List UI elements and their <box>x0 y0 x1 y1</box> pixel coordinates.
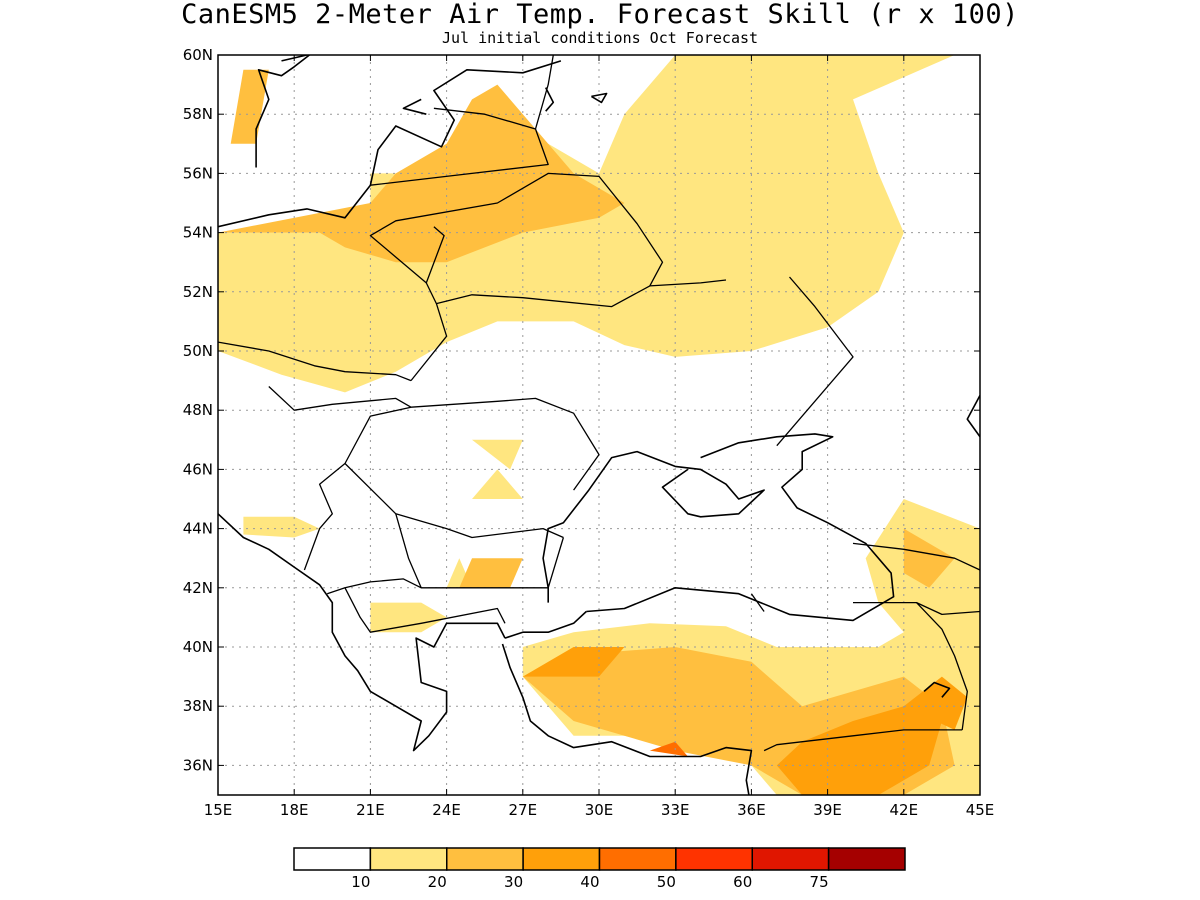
colorbar-label: 60 <box>733 873 752 891</box>
coastline <box>218 60 562 228</box>
lat-tick-label: 54N <box>183 224 213 242</box>
country-border <box>344 587 506 633</box>
colorbar-swatch <box>446 847 524 871</box>
skill-region <box>522 647 625 677</box>
colorbar-swatch <box>293 847 372 871</box>
colorbar-swatch <box>598 847 677 871</box>
lon-tick-label: 18E <box>280 801 309 819</box>
coastline <box>218 513 506 752</box>
coastlines-layer <box>218 55 980 795</box>
country-border <box>776 276 854 447</box>
skill-region <box>459 558 523 588</box>
colorbar-label: 40 <box>580 873 599 891</box>
lat-tick-label: 48N <box>183 401 213 419</box>
coastline <box>586 433 895 622</box>
coastline <box>255 55 310 168</box>
lat-tick-label: 42N <box>183 579 213 597</box>
axis-labels: 60N 58N 56N 54N 52N 50N 48N 46N 44N 42N 40N 38N 36N 1… <box>183 46 995 819</box>
country-border <box>916 602 968 730</box>
country-border <box>370 128 549 186</box>
country-border <box>421 537 565 589</box>
borders-layer <box>218 55 980 752</box>
lon-tick-label: 15E <box>204 801 233 819</box>
skill-region <box>776 706 942 795</box>
lon-tick-label: 27E <box>509 801 538 819</box>
country-border <box>534 55 554 130</box>
country-border <box>410 397 600 491</box>
chart-subtitle: Jul initial conditions Oct Forecast <box>441 29 759 47</box>
lon-tick-label: 33E <box>661 801 690 819</box>
country-border <box>369 172 664 287</box>
skill-region <box>472 469 523 499</box>
country-border <box>218 341 412 382</box>
lon-tick-label: 36E <box>737 801 766 819</box>
colorbar-label: 20 <box>428 873 447 891</box>
lon-tick-label: 21E <box>356 801 385 819</box>
lat-tick-label: 36N <box>183 756 213 774</box>
lon-tick-label: 39E <box>813 801 842 819</box>
colorbar-swatch <box>751 847 830 871</box>
lat-tick-label: 56N <box>183 164 213 182</box>
skill-region <box>903 676 968 730</box>
country-border <box>410 226 448 382</box>
colorbar-swatch <box>522 847 601 871</box>
colorbar-label: 30 <box>504 873 523 891</box>
colorbar: 10 20 30 40 50 60 75 <box>293 847 906 891</box>
lat-tick-label: 52N <box>183 283 213 301</box>
coastline <box>923 681 951 698</box>
country-border <box>852 542 980 571</box>
coastline <box>504 610 587 639</box>
country-border <box>763 729 963 752</box>
lat-tick-label: 38N <box>183 697 213 715</box>
coastline <box>402 98 427 115</box>
colorbar-swatch <box>369 847 448 871</box>
skill-region <box>370 602 447 633</box>
skill-region <box>472 439 523 470</box>
skill-region <box>230 69 269 144</box>
country-border <box>303 462 346 571</box>
colorbar-label: 75 <box>810 873 829 891</box>
colorbar-swatch <box>675 847 753 871</box>
country-border <box>326 513 422 595</box>
colorbar-label: 50 <box>657 873 676 891</box>
skill-region <box>649 741 688 757</box>
country-border <box>750 593 765 612</box>
chart-title: CanESM5 2-Meter Air Temp. Forecast Skill… <box>181 0 1019 30</box>
lat-tick-label: 46N <box>183 460 213 478</box>
country-border <box>433 107 536 130</box>
coastline <box>542 450 765 603</box>
lat-tick-label: 40N <box>183 638 213 656</box>
skill-region <box>218 55 955 393</box>
coastline <box>501 643 753 795</box>
lon-tick-label: 24E <box>432 801 461 819</box>
skill-fill-layer <box>218 55 980 795</box>
lon-tick-label: 45E <box>966 801 995 819</box>
coastline <box>966 395 980 438</box>
country-border <box>344 406 564 539</box>
lat-tick-label: 60N <box>183 46 213 64</box>
skill-region <box>903 528 955 588</box>
lon-tick-label: 30E <box>585 801 614 819</box>
country-border <box>436 279 727 308</box>
country-border <box>853 601 980 616</box>
lat-tick-label: 44N <box>183 520 213 538</box>
coastline <box>590 92 608 104</box>
lat-tick-label: 50N <box>183 342 213 360</box>
lon-tick-label: 42E <box>890 801 919 819</box>
coastline <box>544 87 555 112</box>
country-border <box>268 386 412 411</box>
lat-tick-label: 58N <box>183 105 213 123</box>
colorbar-label: 10 <box>351 873 370 891</box>
skill-region <box>243 516 320 538</box>
colorbar-swatch <box>827 847 906 871</box>
grid-lines <box>218 55 980 795</box>
